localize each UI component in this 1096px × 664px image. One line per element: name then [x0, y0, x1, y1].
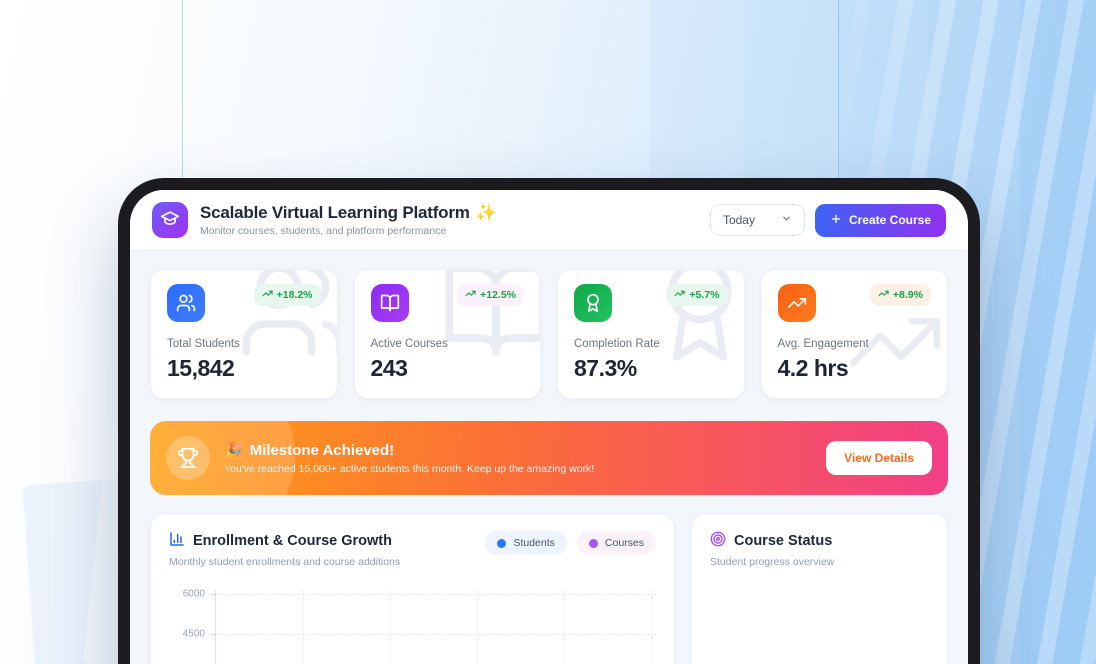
- stat-card-total-students: +18.2% Total Students 15,842: [150, 269, 338, 399]
- chart-subtitle: Monthly student enrollments and course a…: [169, 556, 401, 568]
- users-icon: [167, 284, 205, 322]
- banner-message: You've reached 15,000+ active students t…: [224, 463, 595, 475]
- stat-value: 15,842: [167, 355, 235, 381]
- chart-title-row: Enrollment & Course Growth: [169, 531, 400, 551]
- period-select[interactable]: Today: [709, 204, 805, 236]
- y-axis-line: [215, 590, 216, 664]
- v-gridline: [477, 590, 478, 664]
- legend-label: Courses: [604, 537, 644, 549]
- status-title-row: Course Status: [710, 531, 929, 551]
- stat-label: Completion Rate: [574, 338, 660, 350]
- period-select-value: Today: [722, 213, 755, 227]
- graduation-cap-icon: [160, 208, 180, 233]
- banner-glow-decoration: [150, 421, 295, 495]
- students-dot-icon: [497, 538, 507, 548]
- book-open-watermark-icon: [440, 270, 541, 371]
- page-subtitle: Monitor courses, students, and platform …: [200, 225, 447, 237]
- change-value: +18.2%: [276, 289, 313, 301]
- target-icon: [710, 531, 726, 551]
- app-logo: [152, 202, 188, 238]
- stat-value: 87.3%: [574, 355, 637, 381]
- trending-up-icon: [261, 288, 273, 302]
- stat-value: 4.2 hrs: [777, 355, 849, 381]
- trending-up-icon: [465, 288, 476, 302]
- dashboard-screen: Scalable Virtual Learning Platform ✨ Mon…: [130, 190, 968, 664]
- stat-label: Avg. Engagement: [777, 338, 869, 350]
- course-status-card: Course Status Student progress overview: [691, 514, 948, 664]
- app-header: Scalable Virtual Learning Platform ✨ Mon…: [130, 190, 968, 251]
- create-course-label: Create Course: [848, 213, 931, 227]
- stat-card-active-courses: +12.5% Active Courses 243: [353, 269, 541, 399]
- change-value: +8.9%: [892, 289, 923, 301]
- stat-value: 243: [370, 355, 408, 381]
- y-axis-tick-label: 4500: [182, 628, 205, 640]
- change-badge: +12.5%: [457, 284, 524, 306]
- y-axis-tickmark: [211, 594, 216, 595]
- v-gridline: [390, 590, 391, 664]
- status-subtitle: Student progress overview: [710, 556, 835, 568]
- party-popper-emoji: 🎉: [224, 442, 243, 459]
- h-gridline: [216, 634, 656, 635]
- stat-label: Active Courses: [370, 338, 448, 350]
- stats-grid: +18.2% Total Students 15,842: [150, 269, 948, 399]
- page-title-text: Scalable Virtual Learning Platform: [200, 203, 470, 222]
- main-content: +18.2% Total Students 15,842: [130, 251, 968, 664]
- legend-item-students: Students: [485, 531, 567, 555]
- y-axis-tick-label: 6000: [182, 588, 205, 600]
- banner-text: 🎉 Milestone Achieved! You've reached 15,…: [224, 441, 595, 476]
- stat-card-completion-rate: +5.7% Completion Rate 87.3%: [557, 269, 745, 399]
- tablet-device-frame: Scalable Virtual Learning Platform ✨ Mon…: [118, 178, 980, 664]
- trending-up-watermark-icon: [835, 292, 947, 397]
- stat-label: Total Students: [167, 338, 240, 350]
- courses-dot-icon: [588, 538, 598, 548]
- chart-title: Enrollment & Course Growth: [193, 533, 392, 549]
- stat-card-avg-engagement: +8.9% Avg. Engagement 4.2 hrs: [760, 269, 948, 399]
- stat-card-top: +12.5%: [370, 284, 524, 322]
- milestone-banner: 🎉 Milestone Achieved! You've reached 15,…: [150, 421, 948, 495]
- header-titles: Scalable Virtual Learning Platform ✨ Mon…: [200, 203, 497, 237]
- banner-title-text: Milestone Achieved!: [249, 441, 395, 459]
- trending-up-icon: [777, 284, 816, 322]
- trophy-icon: [166, 436, 210, 480]
- chart-header: Enrollment & Course Growth Monthly stude…: [169, 531, 656, 568]
- page-title: Scalable Virtual Learning Platform ✨: [200, 203, 497, 223]
- stat-card-top: +18.2%: [167, 284, 321, 322]
- change-badge: +8.9%: [869, 284, 931, 306]
- legend-label: Students: [513, 537, 555, 549]
- plus-icon: [830, 213, 842, 228]
- chart-titles: Enrollment & Course Growth Monthly stude…: [169, 531, 400, 568]
- legend-item-courses: Courses: [576, 531, 656, 555]
- chart-legend: Students Courses: [485, 531, 656, 555]
- award-icon: [574, 284, 612, 322]
- book-open-icon: [370, 284, 409, 322]
- trending-up-icon: [878, 288, 889, 302]
- bar-chart-icon: [169, 531, 185, 551]
- h-gridline: [216, 594, 656, 595]
- chart-plot-area: 6000 4500 3000: [169, 586, 656, 664]
- trending-up-icon: [674, 288, 686, 302]
- chevron-down-icon: [781, 213, 792, 227]
- stat-card-top: +8.9%: [777, 284, 931, 322]
- v-gridline: [303, 590, 304, 664]
- change-value: +12.5%: [480, 289, 516, 301]
- enrollment-chart-card: Enrollment & Course Growth Monthly stude…: [150, 514, 675, 664]
- banner-title: 🎉 Milestone Achieved!: [224, 441, 594, 460]
- header-actions: Today Create Course: [709, 203, 946, 237]
- status-title: Course Status: [734, 533, 833, 549]
- view-details-button[interactable]: View Details: [826, 441, 932, 475]
- change-badge: +18.2%: [253, 284, 321, 306]
- v-gridline: [651, 590, 652, 664]
- change-badge: +5.7%: [666, 284, 728, 306]
- bottom-grid: Enrollment & Course Growth Monthly stude…: [150, 514, 948, 664]
- sparkles-emoji: ✨: [475, 203, 497, 222]
- create-course-button[interactable]: Create Course: [814, 203, 946, 237]
- stat-card-top: +5.7%: [574, 284, 728, 322]
- v-gridline: [564, 590, 565, 664]
- y-axis-tickmark: [211, 634, 216, 635]
- change-value: +5.7%: [689, 289, 720, 301]
